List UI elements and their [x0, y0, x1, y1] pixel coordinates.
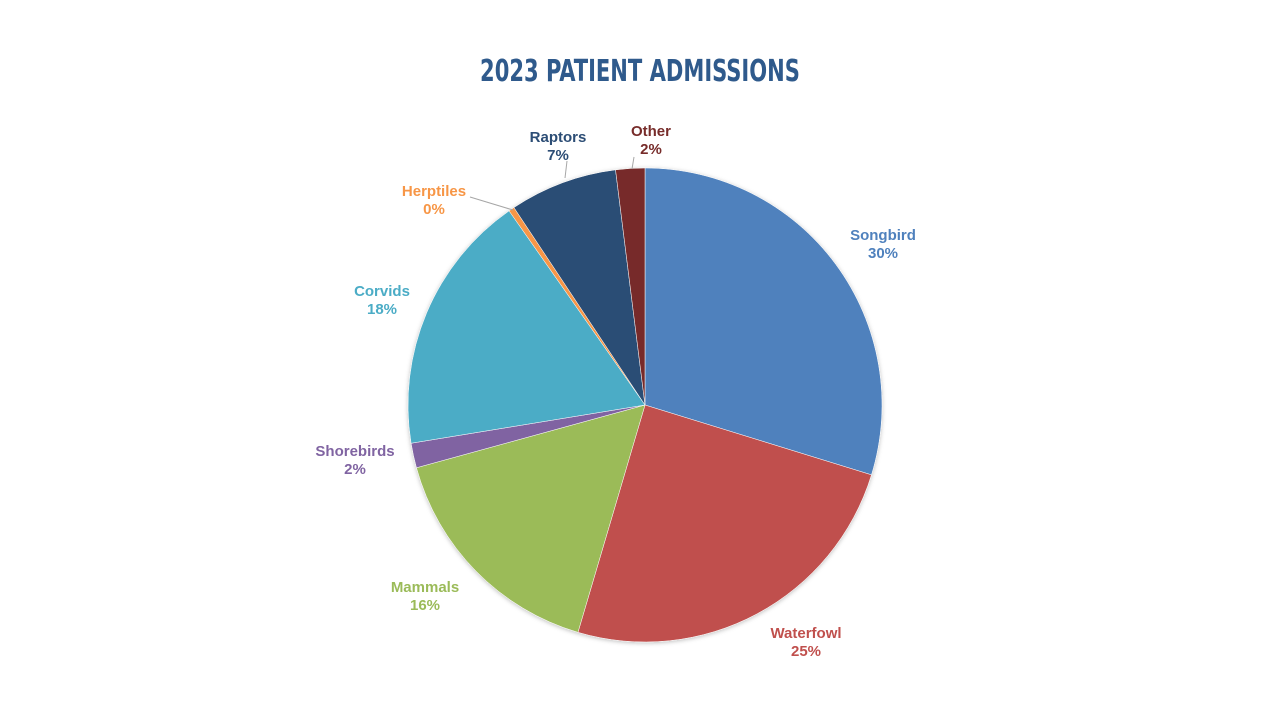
pie-slice-mammals — [416, 404, 646, 633]
chart-title: 2023 PATIENT ADMISSIONS — [480, 54, 800, 89]
slice-label-percent: 7% — [547, 147, 569, 164]
slice-label-name: Songbird — [850, 227, 916, 244]
slice-label-other: Other 2% — [631, 123, 671, 158]
pie-slice-corvids — [407, 210, 646, 444]
slice-label-raptors: Raptors 7% — [530, 129, 587, 164]
leader-line-raptors — [564, 160, 568, 179]
pie-slice-waterfowl — [577, 404, 872, 643]
slice-label-percent: 25% — [791, 643, 821, 660]
slice-label-shorebirds: Shorebirds 2% — [315, 443, 394, 478]
pie-slice-other — [615, 167, 646, 406]
pie-slice-songbird — [644, 167, 883, 476]
slice-label-herptiles: Herptiles 0% — [402, 183, 466, 218]
slice-label-percent: 0% — [423, 201, 445, 218]
slice-label-percent: 18% — [367, 301, 397, 318]
slice-label-name: Herptiles — [402, 183, 466, 200]
slice-label-percent: 2% — [640, 141, 662, 158]
slice-label-name: Corvids — [354, 283, 410, 300]
leader-lines — [469, 156, 635, 211]
pie-slice-raptors — [513, 169, 646, 406]
leader-line-other — [631, 156, 635, 170]
slice-label-percent: 16% — [410, 597, 440, 614]
slice-labels: Songbird 30% Waterfowl 25% Mammals 16% Shorebi… — [315, 123, 916, 660]
slice-label-name: Waterfowl — [770, 625, 841, 642]
slice-label-mammals: Mammals 16% — [391, 579, 459, 614]
slice-label-percent: 30% — [868, 245, 898, 262]
slice-label-songbird: Songbird 30% — [850, 227, 916, 262]
slice-label-name: Shorebirds — [315, 443, 394, 460]
slice-label-waterfowl: Waterfowl 25% — [770, 625, 841, 660]
slice-label-name: Mammals — [391, 579, 459, 596]
slice-label-name: Other — [631, 123, 671, 140]
slice-label-corvids: Corvids 18% — [354, 283, 410, 318]
slice-label-name: Raptors — [530, 129, 587, 146]
pie-slices — [407, 167, 883, 643]
slice-label-percent: 2% — [344, 461, 366, 478]
leader-line-herptiles — [469, 196, 514, 211]
